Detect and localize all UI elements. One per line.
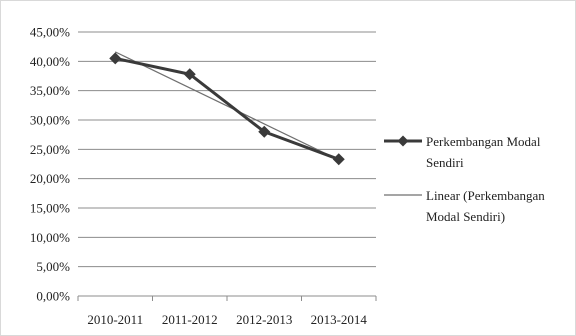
y-tick-label: 40,00%	[30, 54, 70, 69]
y-tick-label: 30,00%	[30, 113, 70, 128]
y-tick-label: 10,00%	[30, 230, 70, 245]
x-tick-label: 2010-2011	[87, 312, 143, 327]
y-tick-label: 15,00%	[30, 201, 70, 216]
legend-label-series: Sendiri	[426, 155, 464, 170]
data-point	[258, 125, 271, 138]
x-tick-label: 2012-2013	[236, 312, 292, 327]
y-tick-label: 20,00%	[30, 171, 70, 186]
trendline	[114, 51, 340, 161]
data-point	[109, 52, 122, 65]
legend-label-trendline: Modal Sendiri)	[426, 209, 505, 224]
data-point	[183, 68, 196, 81]
x-tick-label: 2011-2012	[162, 312, 218, 327]
series-line	[114, 56, 340, 161]
legend-series-marker	[397, 135, 409, 147]
y-tick-label: 0,00%	[36, 289, 70, 304]
y-tick-label: 35,00%	[30, 83, 70, 98]
y-tick-label: 5,00%	[36, 259, 70, 274]
data-point	[332, 153, 345, 166]
y-tick-label: 45,00%	[30, 25, 70, 40]
y-tick-label: 25,00%	[30, 142, 70, 157]
legend-label-series: Perkembangan Modal	[426, 134, 541, 149]
legend-label-trendline: Linear (Perkembangan	[426, 188, 545, 203]
x-tick-label: 2013-2014	[311, 312, 368, 327]
